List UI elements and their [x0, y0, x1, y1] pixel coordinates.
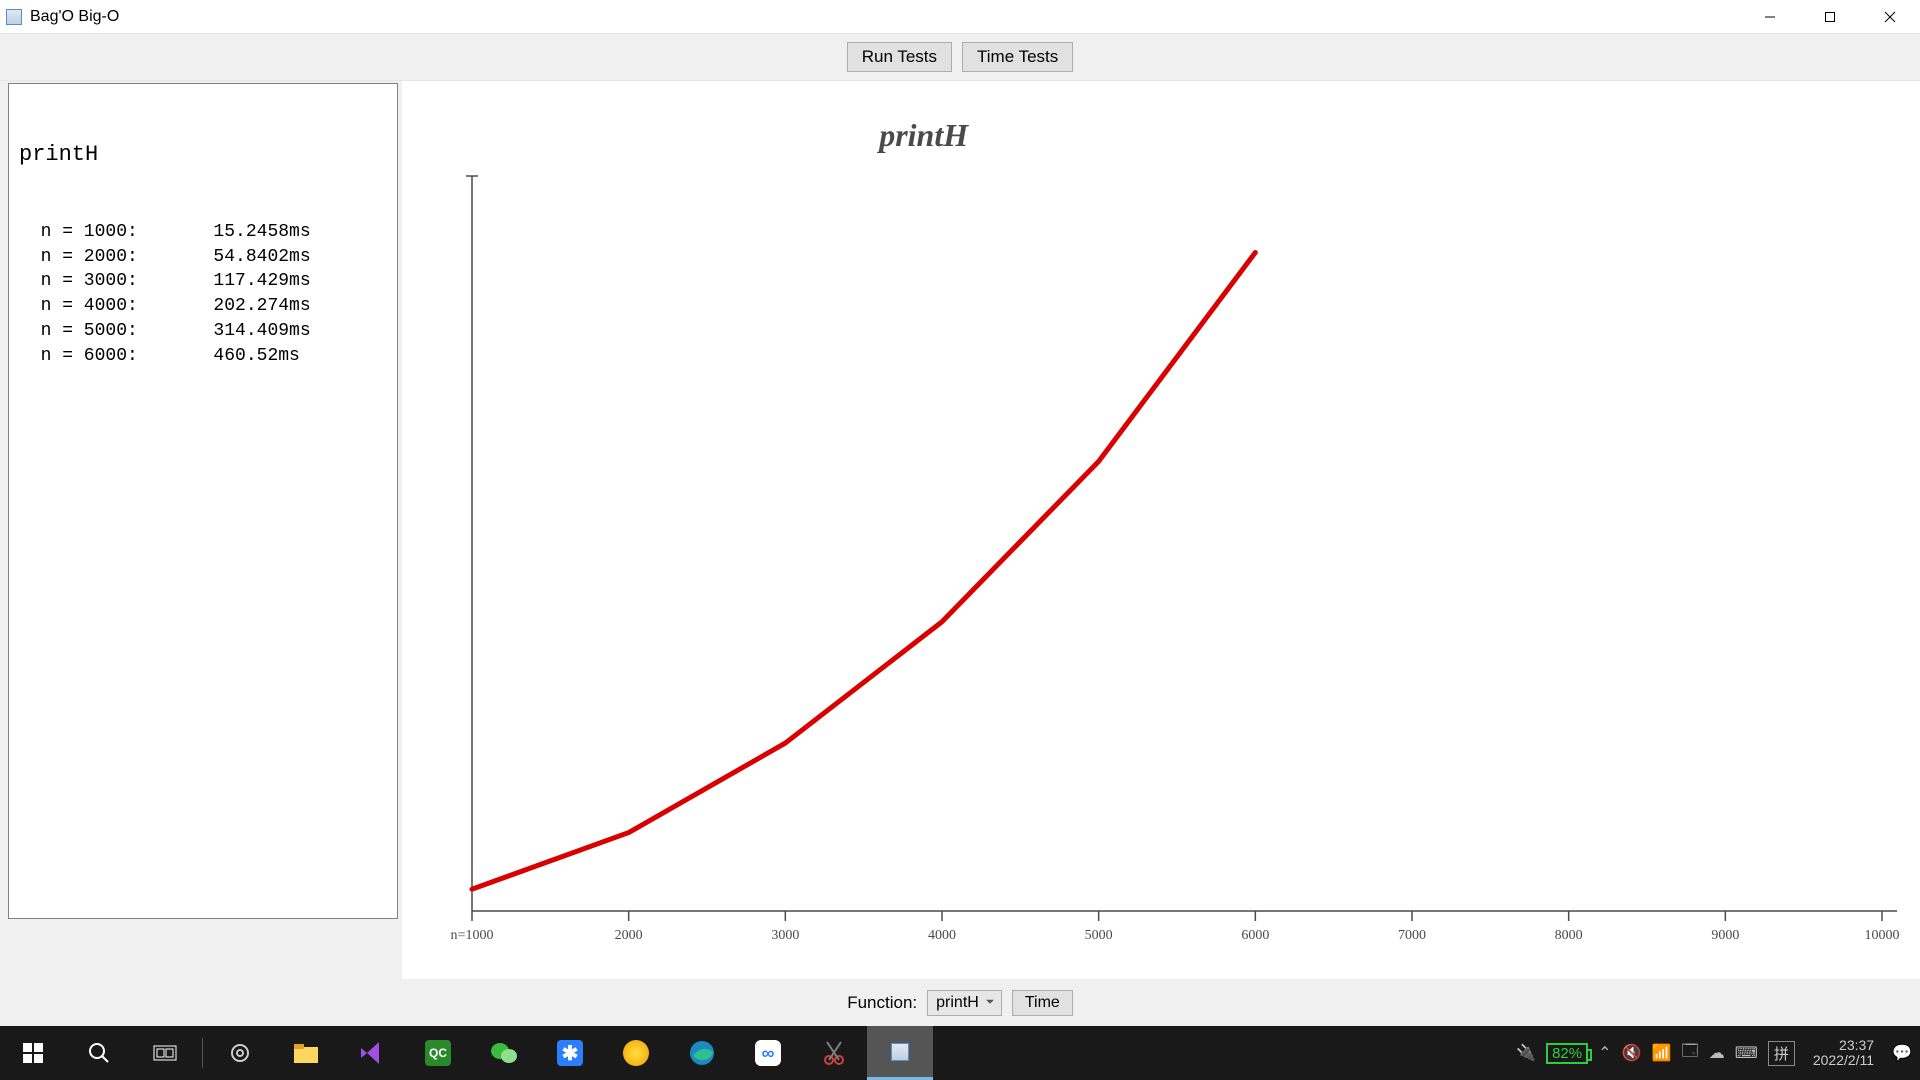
svg-text:2000: 2000 — [615, 928, 643, 943]
svg-text:5000: 5000 — [1085, 928, 1113, 943]
bottom-controls: Function: printH Time — [0, 979, 1920, 1026]
baidu-icon: ∞ — [755, 1040, 781, 1066]
svg-text:n=1000: n=1000 — [451, 928, 494, 943]
function-select-value: printH — [936, 994, 979, 1011]
ime-indicator[interactable]: 拼 — [1768, 1041, 1795, 1066]
wifi-icon[interactable]: 📶 — [1651, 1043, 1671, 1063]
taskbar-app-vs[interactable] — [339, 1026, 405, 1080]
taskbar: QC ✱ ∞ 🔌 82% ⌃ 🔇 📶 🗔 ☁ ⌨ 拼 23:37 2022/2/… — [0, 1026, 1920, 1080]
time-tests-button[interactable]: Time Tests — [962, 42, 1073, 72]
svg-text:10000: 10000 — [1865, 928, 1900, 943]
notifications-icon[interactable]: 💬 — [1892, 1043, 1912, 1063]
main-area: printH n = 1000: 15.2458ms n = 2000: 54.… — [0, 81, 1920, 979]
taskview-icon — [153, 1043, 177, 1063]
taskbar-app-current[interactable] — [867, 1026, 933, 1080]
svg-text:3000: 3000 — [771, 928, 799, 943]
taskview-button[interactable] — [132, 1026, 198, 1080]
titlebar: Bag'O Big-O — [0, 0, 1920, 34]
visualstudio-icon — [359, 1040, 385, 1066]
clock-time: 23:37 — [1813, 1038, 1874, 1053]
taskbar-app-settings[interactable] — [207, 1026, 273, 1080]
taskbar-app-explorer[interactable] — [273, 1026, 339, 1080]
wechat-icon — [490, 1041, 518, 1065]
taskbar-app-qc[interactable]: QC — [405, 1026, 471, 1080]
clock-date: 2022/2/11 — [1813, 1053, 1874, 1068]
svg-text:6000: 6000 — [1241, 928, 1269, 943]
edge-icon — [689, 1040, 715, 1066]
taskbar-app-blue[interactable]: ✱ — [537, 1026, 603, 1080]
gear-icon — [228, 1041, 252, 1065]
plot-panel: n=1000 2000 3000 4000 5000 6000 7000 8000 9000 10… — [402, 81, 1920, 979]
svg-text:7000: 7000 — [1398, 928, 1426, 943]
clock[interactable]: 23:37 2022/2/11 — [1805, 1038, 1882, 1069]
system-tray: 🔌 82% ⌃ 🔇 📶 🗔 ☁ ⌨ 拼 23:37 2022/2/11 💬 — [1516, 1038, 1920, 1069]
time-button[interactable]: Time — [1012, 990, 1073, 1016]
cloud-icon[interactable]: ☁ — [1709, 1043, 1725, 1063]
windows-icon — [23, 1043, 43, 1063]
results-panel: printH n = 1000: 15.2458ms n = 2000: 54.… — [8, 83, 398, 919]
window-controls — [1740, 0, 1920, 34]
battery-icon[interactable]: 🗔 — [1681, 1040, 1698, 1067]
close-button[interactable] — [1860, 0, 1920, 34]
run-tests-button[interactable]: Run Tests — [847, 42, 952, 72]
taskbar-app-edge[interactable] — [669, 1026, 735, 1080]
taskbar-app-yellow[interactable] — [603, 1026, 669, 1080]
asterisk-icon: ✱ — [557, 1040, 583, 1066]
results-rows: n = 1000: 15.2458ms n = 2000: 54.8402ms … — [19, 220, 387, 369]
search-icon — [88, 1042, 110, 1064]
scissors-icon — [823, 1040, 845, 1066]
yellow-circle-icon — [623, 1040, 649, 1066]
current-app-icon — [891, 1043, 909, 1061]
qc-icon: QC — [425, 1040, 451, 1066]
battery-indicator[interactable]: 82% — [1546, 1043, 1588, 1064]
maximize-button[interactable] — [1800, 0, 1860, 34]
svg-text:9000: 9000 — [1711, 928, 1739, 943]
function-select[interactable]: printH — [927, 990, 1002, 1016]
top-button-bar: Run Tests Time Tests — [0, 34, 1920, 81]
svg-text:8000: 8000 — [1555, 928, 1583, 943]
keyboard-icon[interactable]: ⌨ — [1735, 1043, 1758, 1063]
chart: n=1000 2000 3000 4000 5000 6000 7000 8000 9000 10… — [402, 81, 1920, 979]
search-button[interactable] — [66, 1026, 132, 1080]
volume-icon[interactable]: 🔇 — [1622, 1043, 1642, 1063]
taskbar-app-snip[interactable] — [801, 1026, 867, 1080]
app-icon — [6, 9, 22, 25]
power-icon[interactable]: 🔌 — [1516, 1043, 1536, 1063]
start-button[interactable] — [0, 1026, 66, 1080]
folder-icon — [293, 1042, 319, 1064]
taskbar-divider — [202, 1038, 203, 1068]
minimize-button[interactable] — [1740, 0, 1800, 34]
chevron-up-icon[interactable]: ⌃ — [1598, 1043, 1611, 1063]
svg-text:4000: 4000 — [928, 928, 956, 943]
window-title: Bag'O Big-O — [30, 8, 119, 26]
svg-text:printH: printH — [876, 117, 969, 153]
results-function-name: printH — [19, 140, 387, 170]
taskbar-app-wechat[interactable] — [471, 1026, 537, 1080]
function-label: Function: — [847, 993, 917, 1013]
taskbar-app-baidu[interactable]: ∞ — [735, 1026, 801, 1080]
